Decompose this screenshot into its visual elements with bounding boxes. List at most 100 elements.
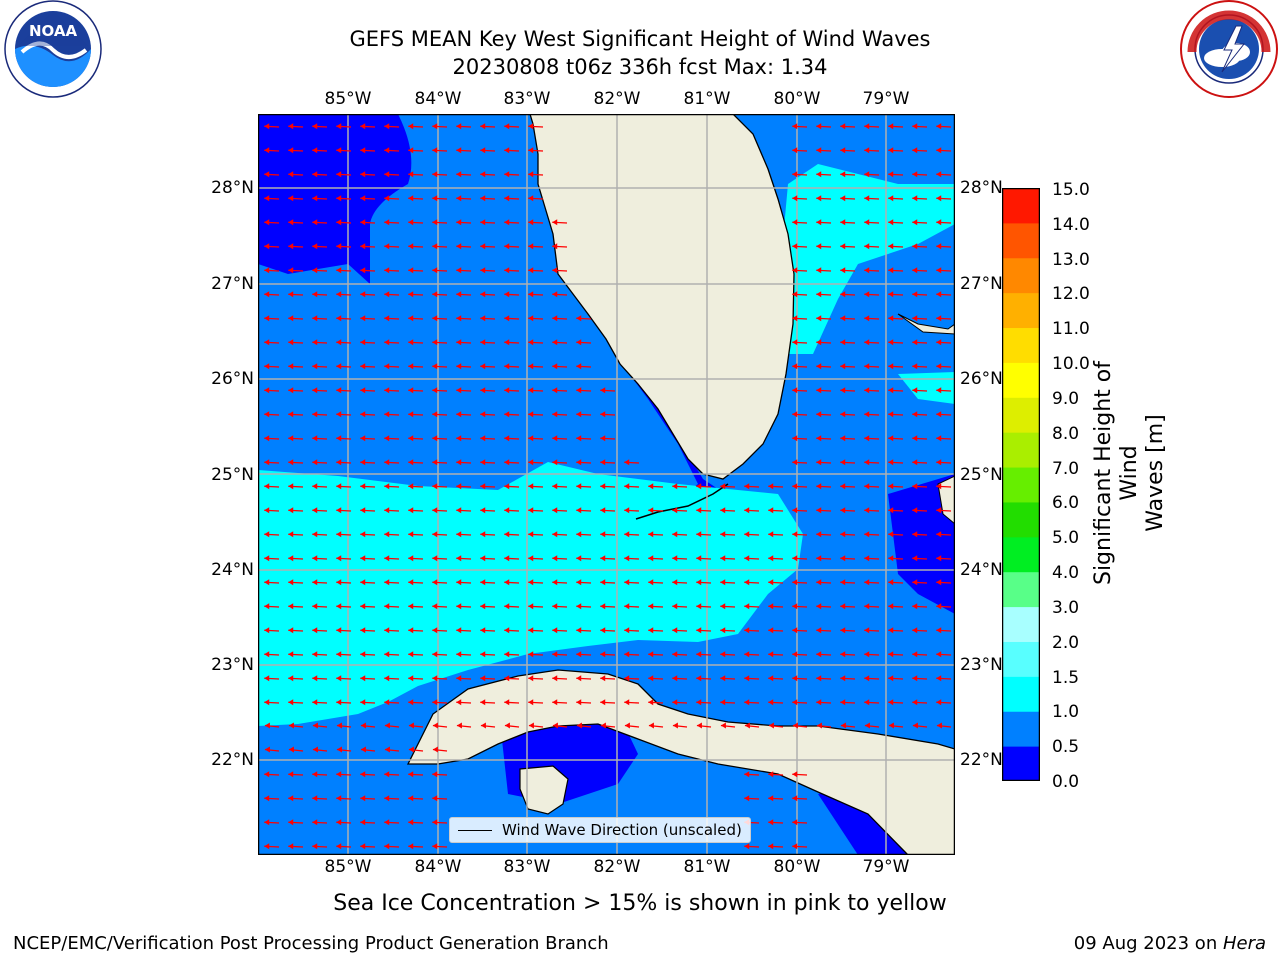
wave-direction-arrowhead	[912, 291, 918, 298]
wave-direction-arrowhead	[432, 722, 438, 729]
wave-direction-arrowhead	[936, 267, 942, 274]
wave-direction-arrowhead	[384, 291, 390, 298]
wave-direction-arrowhead	[792, 147, 798, 154]
colorbar-segment	[1002, 432, 1040, 468]
wave-direction-arrowhead	[360, 435, 366, 442]
wave-direction-arrowhead	[864, 339, 870, 346]
wave-direction-arrowhead	[672, 699, 678, 706]
wave-direction-arrowhead	[384, 675, 390, 682]
wave-direction-arrowhead	[360, 843, 366, 850]
wave-direction-arrowhead	[504, 579, 510, 586]
wave-direction-arrowhead	[528, 123, 534, 130]
wave-direction-arrowhead	[864, 699, 870, 706]
wave-direction-arrowhead	[888, 291, 894, 298]
wave-direction-arrowhead	[480, 579, 486, 586]
wave-direction-arrowhead	[672, 579, 678, 586]
lon-tick-bottom: 81°W	[683, 857, 731, 877]
wave-direction-arrowhead	[528, 459, 534, 466]
wave-direction-arrowhead	[336, 843, 342, 850]
lat-tick-right: 27°N	[960, 274, 1003, 294]
wave-direction-arrowhead	[936, 459, 942, 466]
lat-tick-right: 28°N	[960, 178, 1003, 198]
wave-direction-arrowhead	[912, 459, 918, 466]
wave-direction-arrowhead	[768, 555, 774, 562]
wave-direction-arrowhead	[744, 722, 750, 729]
wave-direction-arrowhead	[744, 555, 750, 562]
wave-direction-arrowhead	[912, 411, 918, 418]
wave-direction-arrowhead	[816, 675, 822, 682]
wave-direction-arrowhead	[456, 387, 462, 394]
wave-direction-arrowhead	[288, 722, 294, 729]
wave-direction-arrowhead	[864, 675, 870, 682]
wave-direction-arrowhead	[528, 195, 534, 202]
wave-direction-arrowhead	[312, 339, 318, 346]
colorbar-tick: 0.0	[1052, 772, 1080, 792]
wave-direction-arrowhead	[864, 435, 870, 442]
wave-direction-arrowhead	[360, 243, 366, 250]
wave-direction-arrowhead	[600, 699, 606, 706]
wave-direction-arrowhead	[792, 195, 798, 202]
wave-direction-arrowhead	[336, 291, 342, 298]
wave-direction-arrowhead	[408, 819, 414, 826]
wave-direction-arrowhead	[936, 243, 942, 250]
wave-direction-arrowhead	[936, 363, 942, 370]
wave-direction-arrowhead	[816, 699, 822, 706]
noaa-logo-text: NOAA	[29, 22, 78, 40]
wave-direction-arrowhead	[936, 722, 942, 729]
wave-direction-arrowhead	[576, 722, 582, 729]
wave-direction-arrowhead	[792, 459, 798, 466]
wave-direction-arrowhead	[792, 267, 798, 274]
wave-direction-arrowhead	[552, 459, 558, 466]
colorbar-tick: 8.0	[1052, 424, 1080, 444]
wave-direction-arrowhead	[624, 675, 630, 682]
wave-direction-arrowhead	[552, 363, 558, 370]
wave-direction-arrowhead	[696, 675, 702, 682]
wave-direction-arrowhead	[360, 651, 366, 658]
lat-tick-left: 24°N	[211, 560, 254, 580]
wave-direction-arrowhead	[840, 243, 846, 250]
wave-direction-arrowhead	[360, 579, 366, 586]
wave-direction-arrowhead	[672, 555, 678, 562]
wave-direction-arrowhead	[912, 651, 918, 658]
wave-direction-arrowhead	[264, 579, 270, 586]
wave-direction-arrowhead	[864, 651, 870, 658]
wave-direction-arrowhead	[768, 699, 774, 706]
wave-direction-arrowhead	[264, 722, 270, 729]
wave-direction-arrowhead	[816, 171, 822, 178]
wave-direction-arrowhead	[408, 459, 414, 466]
wave-direction-arrowhead	[264, 363, 270, 370]
wave-direction-arrowhead	[312, 531, 318, 538]
wave-direction-arrowhead	[816, 555, 822, 562]
lat-tick-left: 22°N	[211, 750, 254, 770]
colorbar-segment	[1002, 257, 1040, 294]
wave-direction-arrowhead	[936, 195, 942, 202]
wave-direction-arrowhead	[312, 243, 318, 250]
wave-direction-arrowhead	[288, 123, 294, 130]
footer-branch: NCEP/EMC/Verification Post Processing Pr…	[13, 933, 609, 954]
wave-direction-arrowhead	[432, 699, 438, 706]
colorbar-tick: 1.5	[1052, 668, 1080, 688]
wave-band-low-east	[888, 474, 955, 614]
wave-direction-arrowhead	[432, 171, 438, 178]
wave-direction-arrowhead	[888, 147, 894, 154]
colorbar-segment	[1002, 222, 1040, 259]
wave-direction-arrowhead	[528, 675, 534, 682]
wave-direction-arrowhead	[288, 483, 294, 490]
wave-direction-arrowhead	[360, 771, 366, 778]
wave-direction-arrowhead	[744, 579, 750, 586]
colorbar-segment	[1002, 467, 1040, 503]
wave-direction-arrowhead	[384, 507, 390, 514]
wave-direction-arrowhead	[360, 147, 366, 154]
wave-direction-arrowhead	[888, 123, 894, 130]
wave-direction-arrowhead	[552, 411, 558, 418]
wave-direction-arrowhead	[504, 459, 510, 466]
wave-band-low-swfl	[618, 359, 728, 522]
wave-direction-arrowhead	[264, 746, 270, 753]
wave-direction-arrowhead	[312, 195, 318, 202]
wave-direction-arrowhead	[432, 627, 438, 634]
wave-direction-arrowhead	[432, 315, 438, 322]
wave-direction-arrowhead	[264, 243, 270, 250]
lon-tick-top: 80°W	[773, 89, 821, 109]
wave-direction-arrowhead	[504, 195, 510, 202]
wave-direction-arrowhead	[912, 171, 918, 178]
